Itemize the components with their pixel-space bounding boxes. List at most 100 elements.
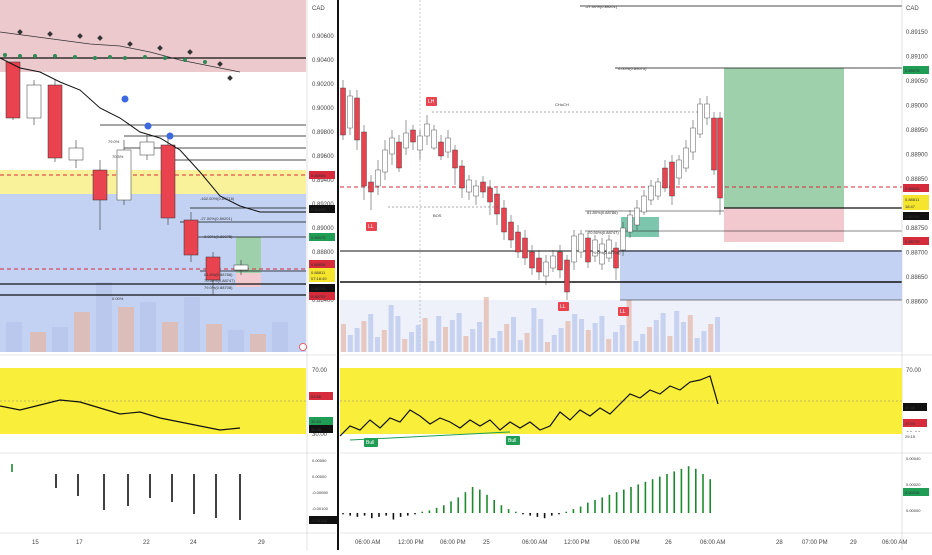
right-price-tag: 0.89075	[903, 66, 929, 74]
right-rsi-tag: 29:15	[903, 432, 927, 440]
right-price-tag: 18:47	[903, 202, 929, 210]
right-candle	[543, 255, 549, 285]
right-rsi-tag-text: 29:15	[905, 434, 916, 439]
right-volume-bar	[341, 324, 346, 352]
pane-divider[interactable]	[337, 0, 339, 550]
left-candle	[160, 138, 176, 225]
right-time-tick: 12:00 PM	[398, 540, 424, 546]
left-candle	[5, 61, 21, 120]
left-candle	[68, 140, 84, 168]
bull-label: Bull	[364, 438, 378, 447]
swing-dot	[18, 54, 22, 58]
diamond-marker	[17, 29, 23, 35]
right-demand-zone	[620, 250, 902, 300]
right-target-box	[724, 68, 844, 208]
left-fib-label: 79.0%	[108, 139, 120, 144]
right-price-tick: 0.88750	[906, 226, 928, 232]
right-chart-pane[interactable]: -27.00%(0.89201) 0.00%(0.89075) 61.80%(0.8…	[339, 0, 932, 550]
marker-ll-2: LL	[558, 302, 569, 311]
right-price-tag-text: 0.89075	[905, 68, 920, 73]
left-fib-label: 0.00%	[112, 296, 124, 301]
left-price-tag-text: 0.88836	[311, 262, 326, 267]
right-volume-bar	[660, 313, 666, 352]
right-candle	[592, 235, 598, 262]
right-price-tag-text: 0.88836	[905, 186, 920, 191]
right-candle	[717, 112, 723, 215]
right-candle	[522, 230, 528, 265]
right-price-tick: 0.88850	[906, 177, 928, 183]
left-candles	[5, 61, 249, 295]
swing-dot	[203, 60, 207, 64]
right-time-tick: 06:00 AM	[882, 540, 907, 546]
right-time-axis[interactable]: 06:00 AM 12:00 PM 06:00 PM 25 06:00 AM 12:00 …	[355, 540, 907, 546]
right-candle	[382, 140, 388, 180]
right-entry-zone	[621, 217, 659, 237]
right-price-tag: 0.88729	[903, 237, 929, 245]
right-price-tick: 0.89050	[906, 79, 928, 85]
right-time-tick: 06:00 PM	[440, 540, 466, 546]
right-time-tick: 06:00 AM	[700, 540, 725, 546]
left-volume-bar	[118, 307, 134, 352]
right-candle	[431, 125, 437, 150]
right-price-axis[interactable]: 0.89150 0.89100 0.89050 0.89000 0.88950 0.889…	[906, 30, 928, 306]
right-volume-bar	[490, 338, 496, 352]
right-volume-bar	[579, 319, 584, 352]
left-fib-label: 70.5%	[112, 154, 124, 159]
left-volume-bar	[228, 330, 244, 352]
choch-label: CHoCH	[555, 102, 569, 107]
swing-dot	[73, 55, 77, 59]
right-candle	[375, 160, 381, 195]
right-price-tick: 0.88700	[906, 251, 928, 257]
right-candle	[466, 175, 472, 200]
right-volume-bar	[511, 317, 516, 352]
right-price-tick: 0.89100	[906, 55, 928, 61]
left-macd-tag	[309, 516, 337, 524]
right-price-tag: 0.88811	[903, 195, 929, 203]
left-chart-pane[interactable]: 79.0% 70.5% -162.00%(0.89716) -27.00%(0.892…	[0, 0, 337, 550]
right-time-tick: 12:00 PM	[564, 540, 590, 546]
left-date-tick: 24	[190, 540, 197, 546]
marker-lh: LH	[426, 97, 437, 106]
right-candle	[529, 245, 535, 275]
bull-label-text: Bull	[508, 438, 516, 444]
alert-icon[interactable]	[299, 343, 307, 351]
left-fib-label: -162.00%(0.89716)	[200, 196, 235, 201]
right-volume-bar	[524, 333, 530, 352]
right-volume-bar	[647, 327, 652, 352]
right-time-tick: 29	[850, 540, 857, 546]
right-volume-bar	[449, 320, 455, 352]
right-price-tag-text: 0.88811	[905, 197, 920, 202]
left-volume-bar	[272, 322, 288, 352]
right-volume-bars	[341, 297, 720, 352]
right-candle	[620, 222, 626, 256]
svg-text:LL: LL	[368, 224, 374, 230]
right-volume-bar	[347, 335, 353, 352]
right-candle	[340, 80, 346, 140]
right-candle	[445, 130, 451, 158]
left-fib-label: 70.50%(0.88747)	[204, 278, 235, 283]
pivot-dot	[166, 132, 174, 140]
right-rsi-tag-text: 47.46	[905, 405, 916, 410]
right-fib-label: 79.0%(0.88708)	[592, 250, 621, 255]
right-rsi-tag-text: 37.93	[905, 421, 916, 426]
right-macd-panel[interactable]: 0.00040 0.00020 0.00000 0.00016	[342, 456, 929, 520]
right-volume-bar	[633, 341, 639, 352]
left-date-axis[interactable]: 15 17 22 24 29	[32, 540, 265, 546]
right-candle	[354, 90, 360, 150]
left-currency: CAD	[312, 6, 325, 12]
right-candle	[585, 232, 591, 268]
right-macd-tag-text: 0.00016	[905, 490, 920, 495]
left-rsi-panel[interactable]: 70.00 30.00 53.86 39.83 36.06	[0, 368, 333, 438]
left-volume-bar	[206, 324, 222, 352]
left-macd-panel[interactable]: 0.00050 0.00000 -0.00050 -0.00100 -0.00146	[11, 458, 337, 524]
right-volume-bar	[572, 314, 578, 352]
right-volume-bar	[715, 317, 720, 352]
left-rsi-tag: 39.83	[309, 417, 333, 425]
left-volume-bar	[140, 302, 156, 352]
left-price-tag: 0.88811	[309, 268, 335, 276]
right-candle	[683, 140, 689, 172]
right-macd-tick: 0.00000	[906, 508, 921, 513]
swing-dot	[183, 58, 187, 62]
